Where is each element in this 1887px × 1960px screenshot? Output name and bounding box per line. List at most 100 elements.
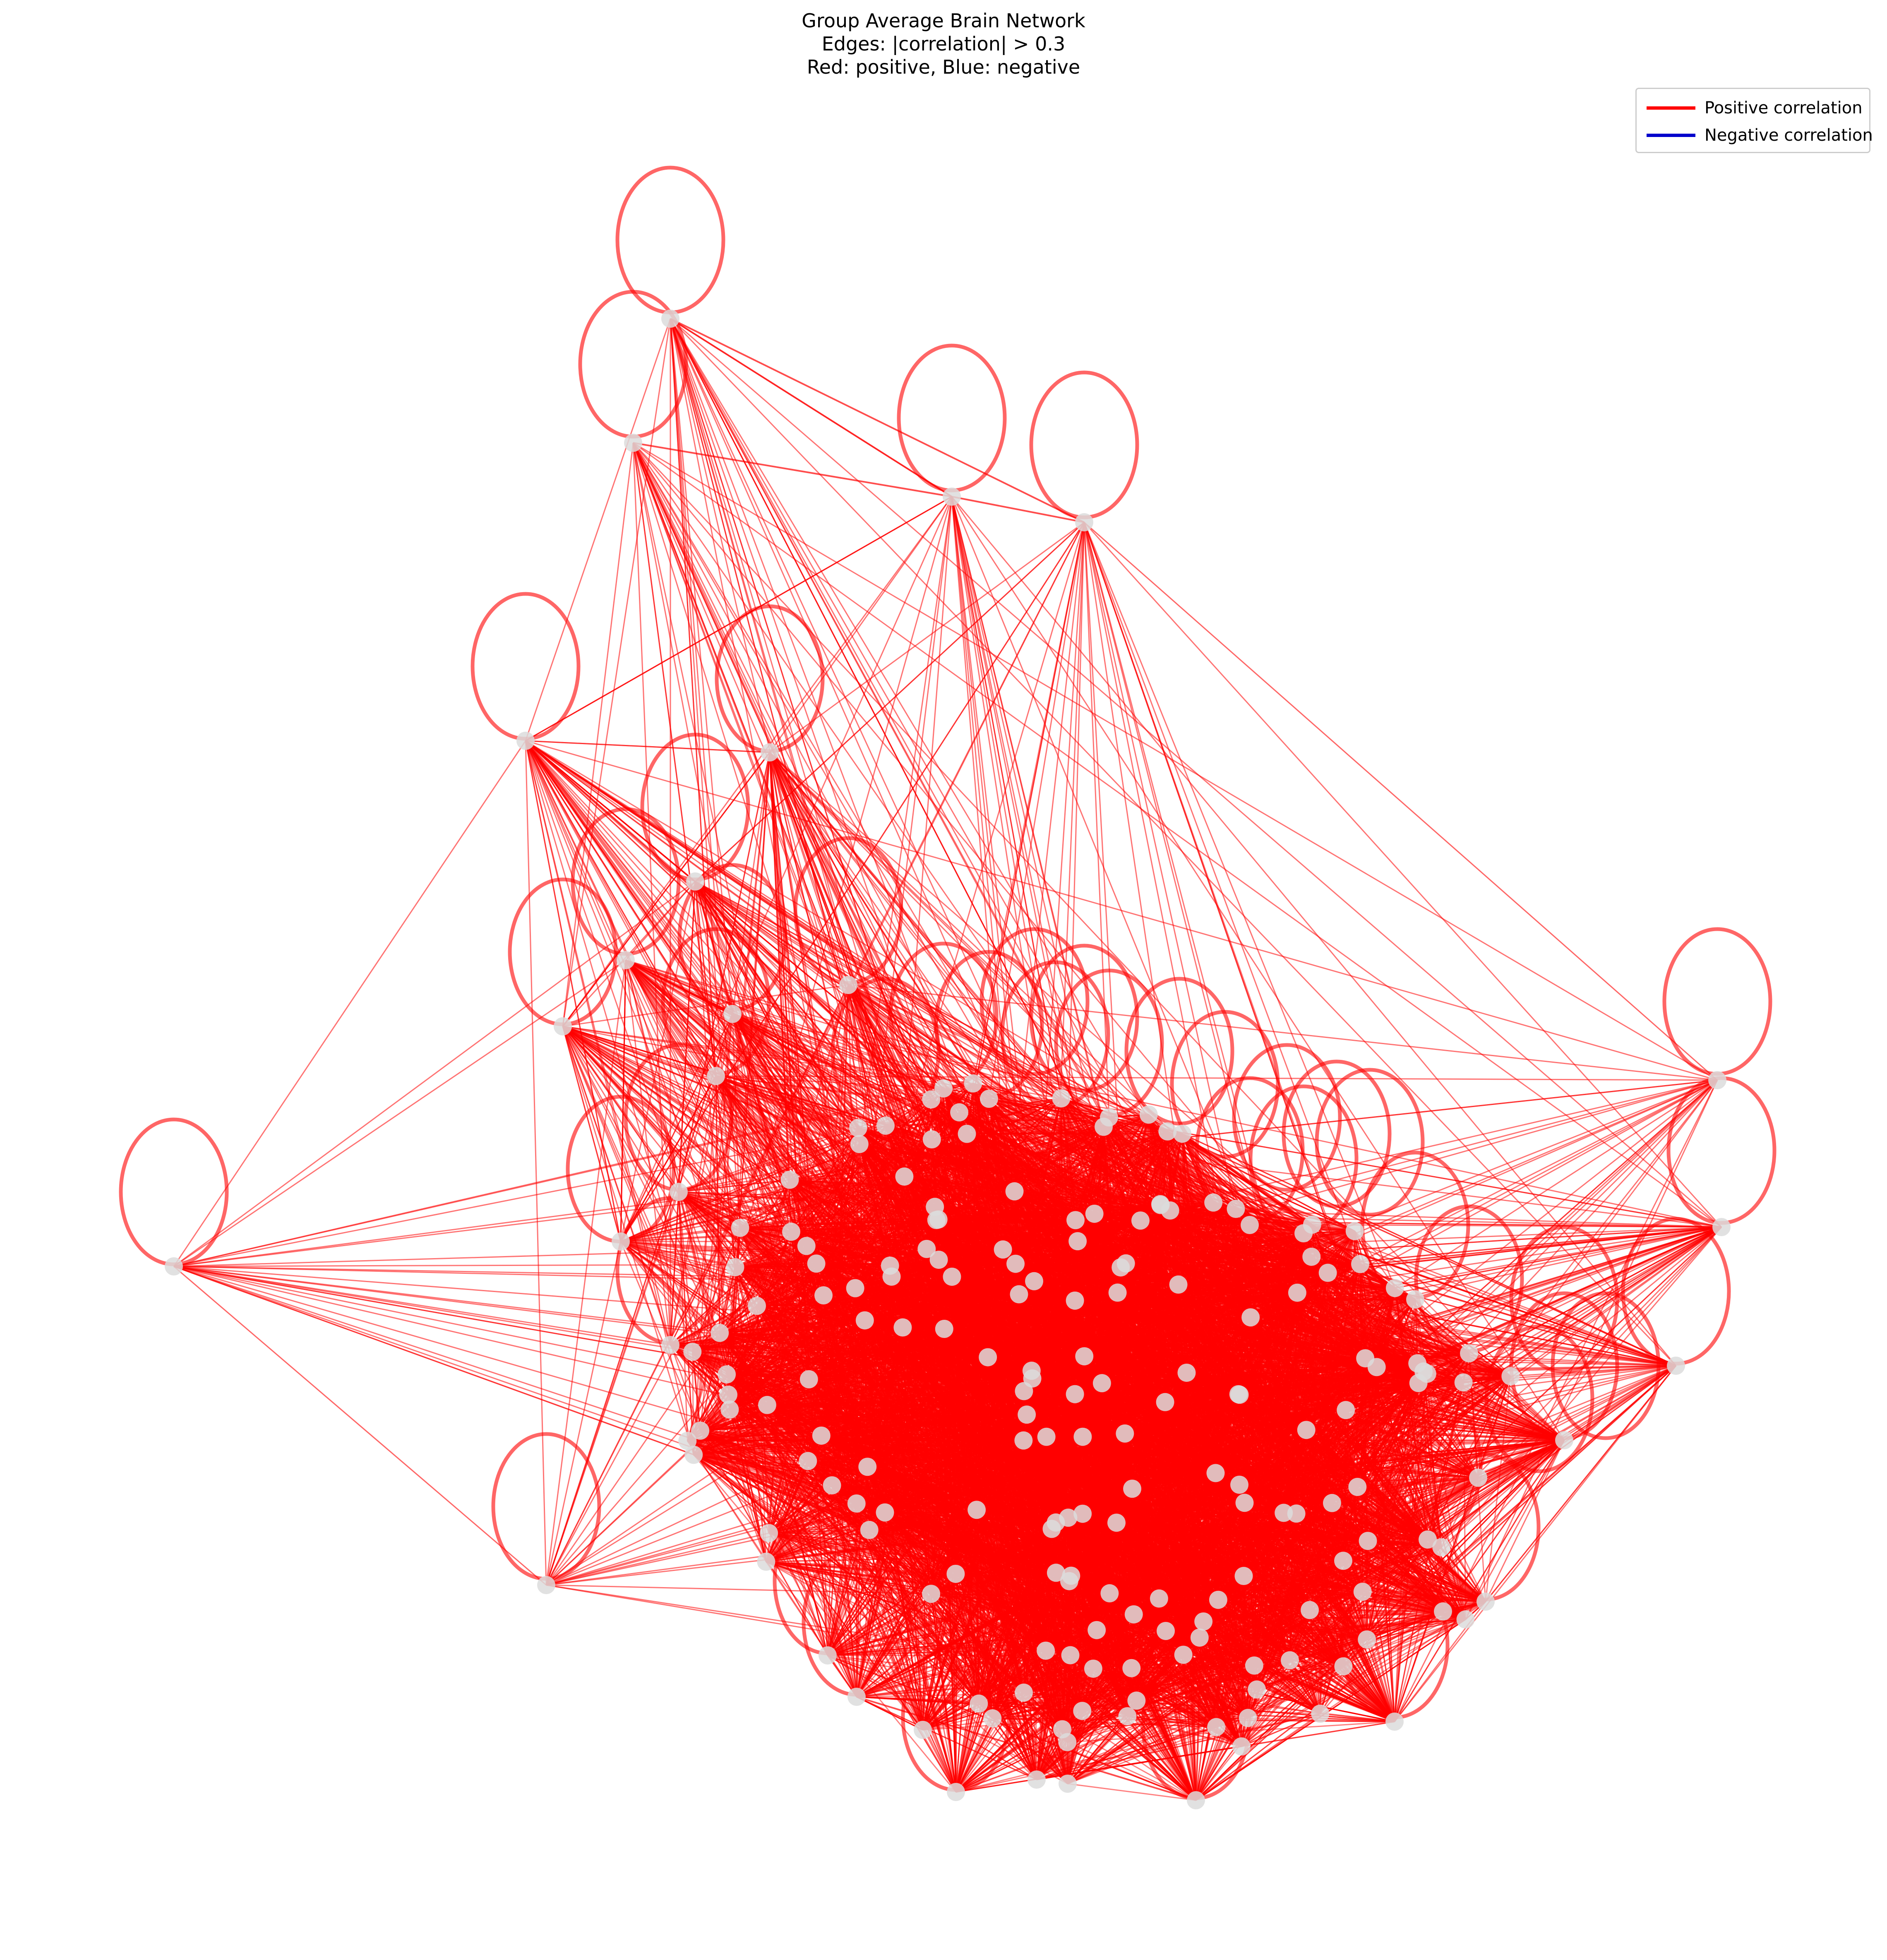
edge — [973, 1083, 1061, 1099]
edge — [545, 1191, 679, 1585]
edge — [670, 318, 1078, 1242]
edge — [525, 740, 770, 753]
edge — [732, 752, 771, 1014]
edge — [1343, 1365, 1677, 1667]
edge — [562, 1026, 701, 1431]
edge — [545, 960, 627, 1585]
edge — [620, 522, 1085, 1242]
edge — [525, 740, 717, 1076]
edge — [769, 752, 849, 985]
edge — [545, 522, 1085, 1585]
edge — [562, 1026, 622, 1242]
edge — [1354, 1230, 1565, 1441]
edge — [525, 740, 1149, 1115]
edge — [769, 521, 1085, 753]
edge — [1312, 1224, 1722, 1228]
edge — [545, 1014, 733, 1585]
edge — [719, 1227, 741, 1333]
edge — [633, 442, 952, 497]
edge — [1394, 1365, 1677, 1722]
edge — [691, 1014, 733, 1352]
title-line-2: Edges: |correlation| > 0.3 — [821, 33, 1066, 55]
edge — [625, 960, 671, 1345]
edge — [173, 740, 526, 1267]
edge — [562, 752, 771, 1027]
edge — [1083, 522, 1110, 1118]
edge — [732, 1013, 931, 1100]
edge — [562, 984, 849, 1027]
edge — [620, 1014, 733, 1242]
edge — [173, 959, 626, 1267]
edge — [1084, 521, 1718, 1081]
edge — [1083, 522, 1236, 1209]
edge — [678, 1125, 886, 1193]
self-loop — [1662, 927, 1772, 1076]
edge — [670, 318, 1722, 1228]
edge — [951, 496, 1565, 1441]
edge — [173, 881, 696, 1267]
edge — [545, 1227, 741, 1585]
edge — [620, 1241, 701, 1431]
title-line-3: Red: positive, Blue: negative — [807, 56, 1080, 78]
edge — [525, 740, 1718, 1081]
edge — [670, 318, 717, 1076]
edge — [173, 1266, 671, 1346]
edge — [525, 740, 696, 882]
edge — [545, 1332, 720, 1585]
edge — [694, 881, 733, 1014]
edge — [693, 1076, 717, 1455]
edge — [633, 442, 1722, 1228]
edge — [769, 752, 1313, 1225]
edge — [1394, 1440, 1565, 1722]
self-loop — [471, 592, 581, 741]
edge — [1564, 1365, 1676, 1441]
edge — [739, 1179, 790, 1228]
edge — [695, 881, 1104, 1127]
edge — [732, 1013, 944, 1089]
edge — [173, 1266, 768, 1406]
edge — [699, 1430, 828, 1656]
edge — [173, 1266, 694, 1456]
edge — [632, 442, 671, 1345]
edge — [620, 881, 696, 1242]
self-loop — [119, 1117, 229, 1266]
edge — [1241, 1365, 1676, 1747]
edge — [632, 442, 717, 1076]
edge — [951, 496, 1085, 523]
edge — [562, 318, 671, 1027]
edge — [1485, 1440, 1565, 1602]
edge — [715, 1075, 944, 1089]
edge — [620, 960, 627, 1242]
edge — [525, 740, 733, 1014]
self-loop — [491, 1432, 601, 1581]
edge — [1182, 1133, 1676, 1367]
edge — [1241, 1721, 1395, 1747]
edge — [678, 1191, 694, 1455]
edge — [546, 1532, 769, 1586]
edge — [525, 318, 671, 741]
title-line-1: Group Average Brain Network — [802, 10, 1085, 32]
edge — [678, 1127, 859, 1193]
edge — [769, 496, 953, 753]
edge — [670, 318, 1085, 523]
edge — [173, 1266, 547, 1586]
edge — [1167, 1131, 1676, 1367]
edge — [620, 1076, 717, 1242]
edge — [847, 985, 859, 1128]
edge — [562, 442, 634, 1027]
edge — [678, 881, 696, 1192]
edge — [670, 1191, 679, 1345]
edge — [633, 442, 1718, 1081]
edge — [951, 496, 1677, 1366]
edge — [694, 521, 1085, 882]
edge — [620, 496, 953, 1242]
edge — [670, 318, 733, 1014]
edge — [848, 984, 1718, 1081]
edge — [525, 740, 547, 1585]
edge — [695, 881, 1109, 1118]
edge — [632, 442, 1312, 1257]
edge — [1465, 1440, 1565, 1620]
edge — [1485, 1365, 1677, 1602]
